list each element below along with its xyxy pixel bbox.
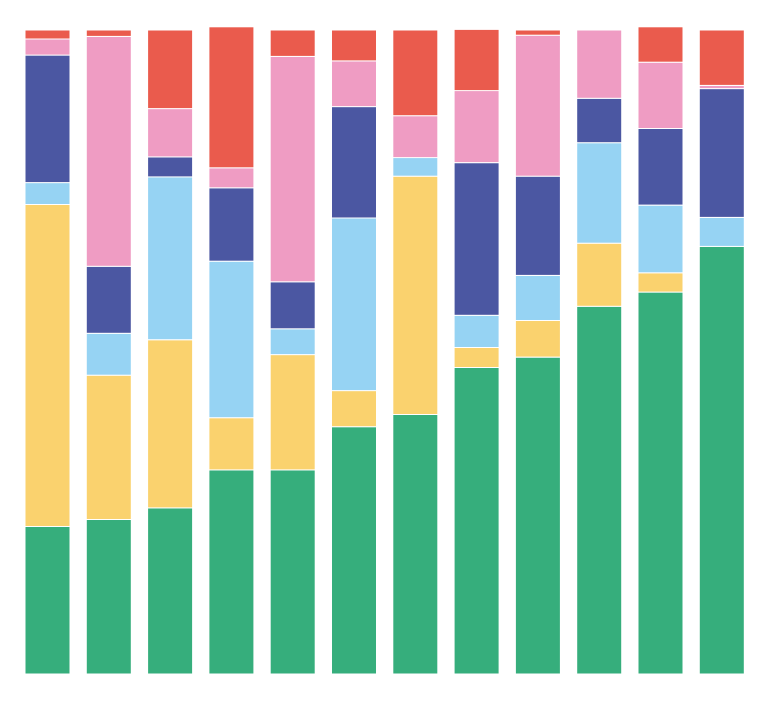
bar-segment-8-series-1 [453, 367, 500, 675]
bar-segment-8-series-5 [453, 90, 500, 164]
bar-segment-4-series-3 [208, 260, 255, 419]
bar-segment-7-series-1 [392, 414, 439, 675]
bar-segment-8-series-3 [453, 314, 500, 348]
bar-segment-2-series-5 [85, 35, 132, 267]
bar-segment-4-series-4 [208, 187, 255, 262]
bar-segment-3-series-1 [147, 507, 194, 675]
bar-segment-9-series-3 [514, 274, 561, 321]
bar-segment-1-series-2 [24, 204, 71, 527]
bar-segment-12-series-1 [698, 245, 745, 675]
bar-segment-11-series-3 [637, 204, 684, 274]
bar-segment-8-series-2 [453, 347, 500, 368]
bar-segment-6-series-5 [331, 60, 377, 108]
bar-segment-11-series-2 [637, 272, 684, 293]
bar-segment-7-series-6 [392, 29, 439, 117]
bar-segment-1-series-6 [24, 29, 71, 40]
bar-segment-9-series-2 [514, 319, 561, 358]
bar-segment-3-series-4 [147, 156, 194, 178]
bar-segment-11-series-1 [637, 291, 684, 675]
bar-segment-5-series-5 [269, 55, 316, 283]
bar-segment-11-series-6 [637, 26, 684, 63]
bar-segment-5-series-3 [269, 328, 316, 356]
bar-segment-9-series-4 [514, 175, 561, 276]
bar-segment-1-series-5 [24, 38, 71, 56]
bar-segment-5-series-2 [269, 354, 316, 471]
bar-segment-2-series-6 [85, 29, 132, 37]
bar-segment-6-series-1 [331, 426, 377, 675]
bar-segment-7-series-5 [392, 115, 439, 159]
bar-segment-12-series-4 [698, 88, 745, 218]
bar-segment-4-series-2 [208, 417, 255, 471]
bar-segment-1-series-4 [24, 54, 71, 184]
bar-segment-9-series-6 [514, 29, 561, 36]
bar-segment-10-series-5 [576, 29, 623, 99]
bar-segment-12-series-3 [698, 216, 745, 247]
bar-segment-11-series-4 [637, 128, 684, 206]
bar-segment-5-series-1 [269, 469, 316, 675]
bar-segment-9-series-1 [514, 356, 561, 675]
bar-segment-12-series-6 [698, 29, 745, 86]
bar-segment-5-series-6 [269, 29, 316, 57]
bar-segment-2-series-1 [85, 518, 132, 675]
bar-segment-6-series-6 [331, 29, 377, 62]
bar-segment-10-series-3 [576, 142, 623, 244]
bar-segment-11-series-5 [637, 61, 684, 130]
bar-segment-2-series-4 [85, 265, 132, 334]
bar-group [24, 26, 745, 675]
bar-segment-2-series-2 [85, 374, 132, 521]
bar-segment-10-series-2 [576, 242, 623, 307]
bar-segment-4-series-5 [208, 167, 255, 189]
bar-segment-10-series-1 [576, 305, 623, 675]
bar-segment-6-series-3 [331, 217, 377, 392]
bar-segment-3-series-6 [147, 29, 194, 110]
bar-segment-7-series-2 [392, 175, 439, 415]
bar-segment-1-series-3 [24, 182, 71, 206]
bar-segment-2-series-3 [85, 332, 132, 376]
bar-segment-3-series-5 [147, 108, 194, 158]
bar-segment-5-series-4 [269, 281, 316, 330]
bar-segment-6-series-4 [331, 106, 377, 219]
bar-segment-8-series-4 [453, 162, 500, 316]
bar-segment-1-series-1 [24, 526, 71, 675]
bar-segment-9-series-5 [514, 34, 561, 177]
bar-segment-8-series-6 [453, 28, 500, 92]
bar-segment-4-series-1 [208, 469, 255, 675]
bar-segment-10-series-4 [576, 97, 623, 144]
bar-segment-3-series-3 [147, 176, 194, 341]
bar-segment-6-series-2 [331, 390, 377, 428]
bar-segment-7-series-3 [392, 157, 439, 177]
bar-segment-4-series-6 [208, 26, 255, 169]
bar-segment-3-series-2 [147, 339, 194, 509]
